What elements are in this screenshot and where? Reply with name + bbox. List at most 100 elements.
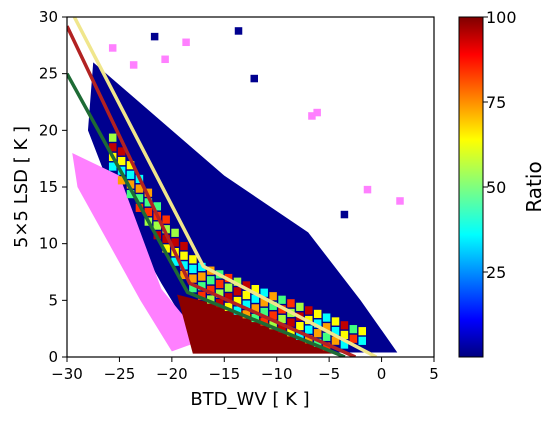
heatmap-cell	[322, 313, 331, 322]
heatmap-cell	[313, 329, 322, 338]
x-tick-label: 0	[377, 365, 387, 383]
heatmap-cell	[322, 323, 331, 332]
outlier-cell	[250, 74, 258, 83]
outlier-cell	[150, 32, 159, 41]
heatmap-cell	[162, 215, 170, 224]
heatmap-cell	[135, 184, 144, 193]
heatmap-cell	[233, 277, 242, 286]
heatmap-cell	[340, 340, 349, 349]
heatmap-cell	[189, 284, 197, 293]
fit-line-3	[67, 72, 346, 357]
outlier-cell	[340, 210, 349, 219]
heatmap-cell	[251, 304, 260, 313]
x-tick-label: −30	[51, 365, 83, 383]
heatmap-cell	[349, 334, 358, 343]
y-tick-label: 30	[39, 8, 58, 26]
heatmap-cell	[331, 317, 340, 326]
heatmap-cell	[233, 296, 242, 306]
heatmap-cell	[144, 207, 153, 217]
heatmap-cell	[278, 324, 286, 333]
heatmap-cell	[305, 325, 313, 334]
fit-line-1	[72, 17, 378, 357]
heatmap-cell	[117, 147, 126, 156]
heatmap-cell	[215, 279, 224, 289]
heatmap-cell	[189, 274, 197, 283]
heatmap-region-magenta-sparse	[72, 153, 204, 352]
heatmap-cell	[108, 162, 117, 171]
heatmap-cell	[305, 306, 313, 315]
heatmap-cell	[233, 306, 242, 315]
heatmap-cell	[260, 298, 268, 307]
colorbar-ticks: 25 50 75 100	[483, 8, 517, 282]
y-axis: 0 5 10 15 20 25 30	[39, 8, 67, 366]
heatmap-cell	[233, 287, 242, 296]
x-axis: −30 −25 −20 −15 −10 −5 0 5	[51, 357, 439, 383]
heatmap-cell	[126, 189, 135, 199]
heatmap-cell	[117, 176, 126, 185]
heatmap-cell	[215, 289, 224, 298]
heatmap-cell	[278, 295, 286, 304]
x-tick-label: 5	[429, 365, 439, 383]
y-tick-label: 15	[39, 178, 58, 196]
heatmap-cell	[260, 288, 268, 297]
y-tick-label: 20	[39, 121, 58, 139]
y-tick-label: 0	[48, 348, 58, 366]
heatmap-cell	[126, 161, 135, 170]
colorbar-tick-label: 75	[486, 93, 506, 112]
heatmap-region-dark-blue-wedge	[87, 62, 398, 353]
heatmap-cell	[278, 314, 286, 324]
heatmap-cell	[260, 307, 268, 317]
heatmap-cell	[296, 321, 304, 331]
heatmap-cell	[153, 202, 162, 211]
heatmap-cell	[358, 327, 367, 336]
outlier-cell	[129, 61, 138, 69]
heatmap-cell	[296, 302, 304, 311]
heatmap-cell	[206, 295, 215, 304]
colorbar-tick-label: 25	[486, 263, 506, 282]
plot-area	[67, 17, 404, 357]
outlier-cell	[313, 108, 321, 117]
x-tick-label: −20	[156, 365, 188, 383]
heatmap-cell	[198, 272, 206, 281]
colorbar	[458, 16, 484, 358]
heatmap-cell	[313, 309, 322, 318]
heatmap-cell	[162, 244, 170, 253]
heatmap-cell	[331, 336, 340, 345]
outlier-cell	[161, 55, 169, 64]
heatmap-cell	[242, 281, 251, 290]
outlier-cell	[182, 38, 190, 47]
x-tick-label: −5	[318, 365, 340, 383]
heatmap-cell	[313, 338, 322, 347]
heatmap-cell	[296, 331, 304, 340]
heatmap-cell	[180, 261, 188, 270]
heatmap-cell	[144, 198, 153, 207]
heatmap-cell	[206, 276, 215, 285]
outlier-cell	[363, 185, 372, 194]
heatmap-cell	[189, 255, 197, 264]
heatmap-cell	[198, 282, 206, 291]
heatmap-cell	[215, 299, 224, 308]
x-axis-title: BTD_WV [ K ]	[190, 389, 309, 410]
heatmap-cell	[198, 291, 206, 300]
heatmap-cell	[108, 143, 117, 152]
heatmap-cell	[287, 299, 295, 308]
heatmap-cell	[251, 284, 260, 294]
heatmap-cell	[224, 302, 233, 312]
heatmap-cell	[251, 294, 260, 303]
fit-line-2	[67, 25, 357, 357]
heatmap-cell	[349, 325, 358, 334]
x-tick-label: −25	[104, 365, 136, 383]
heatmap-cell	[171, 238, 179, 247]
x-tick-label: −10	[261, 365, 293, 383]
outlier-cell	[396, 197, 404, 205]
heatmap-cell	[126, 170, 135, 179]
heatmap-cell	[242, 300, 251, 309]
heatmap-cell	[358, 336, 367, 345]
heatmap-cell	[108, 133, 117, 142]
fit-lines	[67, 17, 378, 357]
heatmap-cell	[269, 292, 277, 301]
heatmap-regions	[72, 62, 398, 354]
heatmap-cell	[162, 225, 170, 234]
heatmap-cell	[242, 290, 251, 300]
